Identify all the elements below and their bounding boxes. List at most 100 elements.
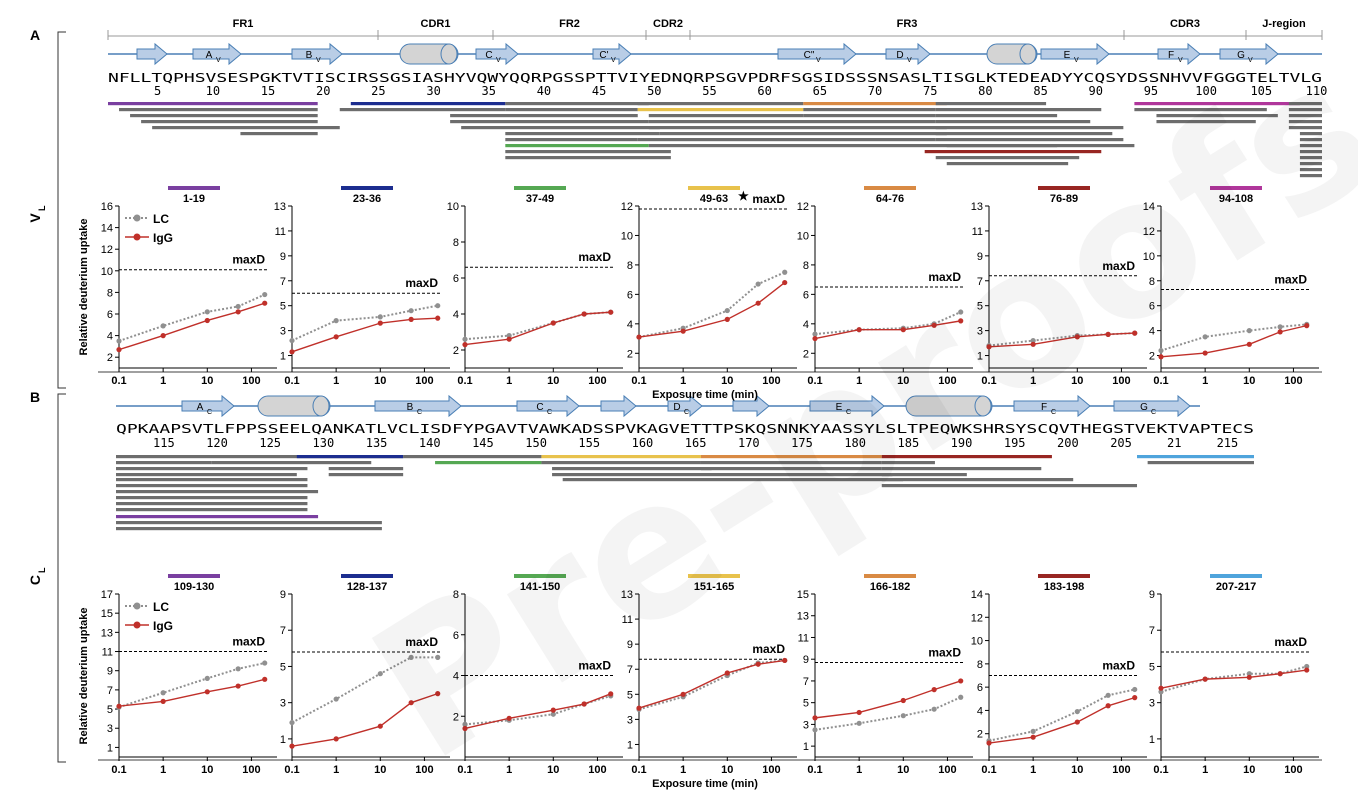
data-point-igg (550, 707, 556, 713)
peptide-bar (505, 150, 671, 154)
x-tick-label: 0.1 (981, 764, 996, 776)
y-tick-label: 8 (453, 589, 459, 601)
data-point-igg (262, 676, 268, 682)
y-tick-label: 13 (101, 627, 113, 639)
strand-arrow-sub: V (216, 57, 221, 64)
residue-tick: 60 (757, 84, 771, 98)
y-axis-title-a: Relative deuterium uptake (78, 219, 90, 356)
peptide-bar-b (116, 508, 308, 512)
y-tick-label: 9 (977, 251, 983, 263)
data-point-igg (204, 317, 210, 324)
peptide-bar (108, 102, 318, 106)
peptide-bar (1288, 108, 1322, 112)
data-point-igg (812, 715, 818, 721)
data-point-igg (581, 311, 587, 317)
y-tick-label: 13 (971, 201, 983, 213)
y-tick-label: 7 (280, 276, 286, 288)
x-tick-label: 100 (242, 375, 260, 387)
x-tick-label: 0.1 (807, 764, 822, 776)
data-point-igg (581, 701, 587, 707)
strand-arrow-b (600, 394, 637, 418)
strand-b-sub: C (846, 409, 851, 416)
peptide-bar (350, 102, 506, 106)
data-point-lc (377, 314, 383, 320)
y-tick-label: 2 (1149, 351, 1155, 363)
y-axis-title-b-text: Relative deuterium uptake (78, 608, 90, 745)
peptide-bar-b (328, 467, 404, 471)
data-point-lc (1246, 328, 1252, 334)
series-line-igg (1160, 669, 1307, 689)
data-point-igg (900, 697, 906, 704)
y-tick-label: 14 (971, 589, 983, 601)
peptide-bar (1288, 114, 1322, 118)
data-point-igg (435, 315, 441, 321)
residue-tick-b: 21 (1167, 436, 1181, 450)
chart-title: 76-89 (1050, 193, 1078, 205)
x-tick-label: 100 (1284, 375, 1302, 387)
y-tick-label: 2 (453, 345, 459, 357)
peptide-bar (924, 150, 1102, 154)
data-point-lc (755, 281, 761, 287)
data-point-igg (1246, 674, 1252, 680)
data-point-igg (1132, 695, 1138, 701)
strand-arrow-label: A (206, 50, 213, 61)
peptide-bar-b (435, 461, 542, 465)
peptide-color-bar (514, 574, 566, 578)
residue-tick: 95 (1144, 84, 1158, 98)
chart-title: 49-63 (700, 193, 728, 205)
series-line-lc (1160, 665, 1307, 693)
y-tick-label: 5 (1149, 661, 1155, 673)
strand-arrow (136, 42, 168, 66)
uptake-chart: 2 4 6 8 10 12 0.1 1 10 100 64-76 maxD (797, 186, 973, 387)
chart-title: 141-150 (520, 581, 560, 593)
peptide-bar (935, 138, 1124, 142)
chart-title: 64-76 (876, 193, 904, 205)
peptide-bar-b (116, 467, 308, 471)
region-label: FR1 (233, 18, 254, 30)
data-point-igg (333, 736, 339, 742)
peptide-bar (637, 108, 804, 112)
x-tick-label: 10 (547, 764, 559, 776)
residue-tick-b: 145 (472, 436, 494, 450)
x-tick-label: 0.1 (457, 375, 472, 387)
x-tick-label: 0.1 (457, 764, 472, 776)
peptide-bar (1299, 162, 1322, 166)
peptide-bar (935, 102, 1047, 106)
y-tick-label: 8 (977, 659, 983, 671)
x-tick-label: 1 (333, 764, 339, 776)
x-tick-label: 1 (160, 764, 166, 776)
peptide-bar-b (116, 461, 212, 465)
peptide-bar-b (562, 478, 904, 482)
strand-b-label: G (1140, 402, 1148, 413)
peptide-color-bar (341, 186, 393, 190)
data-point-igg (782, 657, 788, 664)
peptide-color-bar (1038, 574, 1090, 578)
data-point-igg (1304, 323, 1310, 329)
x-tick-label: 1 (680, 764, 686, 776)
data-point-lc (1105, 692, 1111, 698)
y-tick-label: 8 (1149, 276, 1155, 288)
residue-tick: 25 (371, 84, 385, 98)
data-point-igg (755, 300, 761, 306)
data-point-igg (408, 700, 414, 706)
data-point-igg (408, 316, 414, 322)
y-tick-label: 11 (102, 647, 113, 659)
x-axis-title: Exposure time (min) (652, 778, 758, 790)
data-point-lc (377, 671, 383, 677)
data-point-igg (1074, 334, 1080, 340)
y-tick-label: 3 (627, 714, 633, 726)
data-point-lc (931, 706, 937, 712)
x-tick-label: 100 (762, 375, 780, 387)
y-tick-label: 3 (280, 326, 286, 338)
x-tick-label: 10 (897, 764, 909, 776)
data-point-igg (1074, 719, 1080, 725)
y-tick-label: 14 (101, 223, 113, 235)
data-point-lc (856, 720, 862, 726)
y-tick-label: 8 (627, 260, 633, 272)
data-point-lc (1074, 708, 1080, 715)
y-tick-label: 11 (972, 226, 983, 238)
data-point-lc (900, 713, 906, 719)
series-line-igg (988, 696, 1135, 744)
